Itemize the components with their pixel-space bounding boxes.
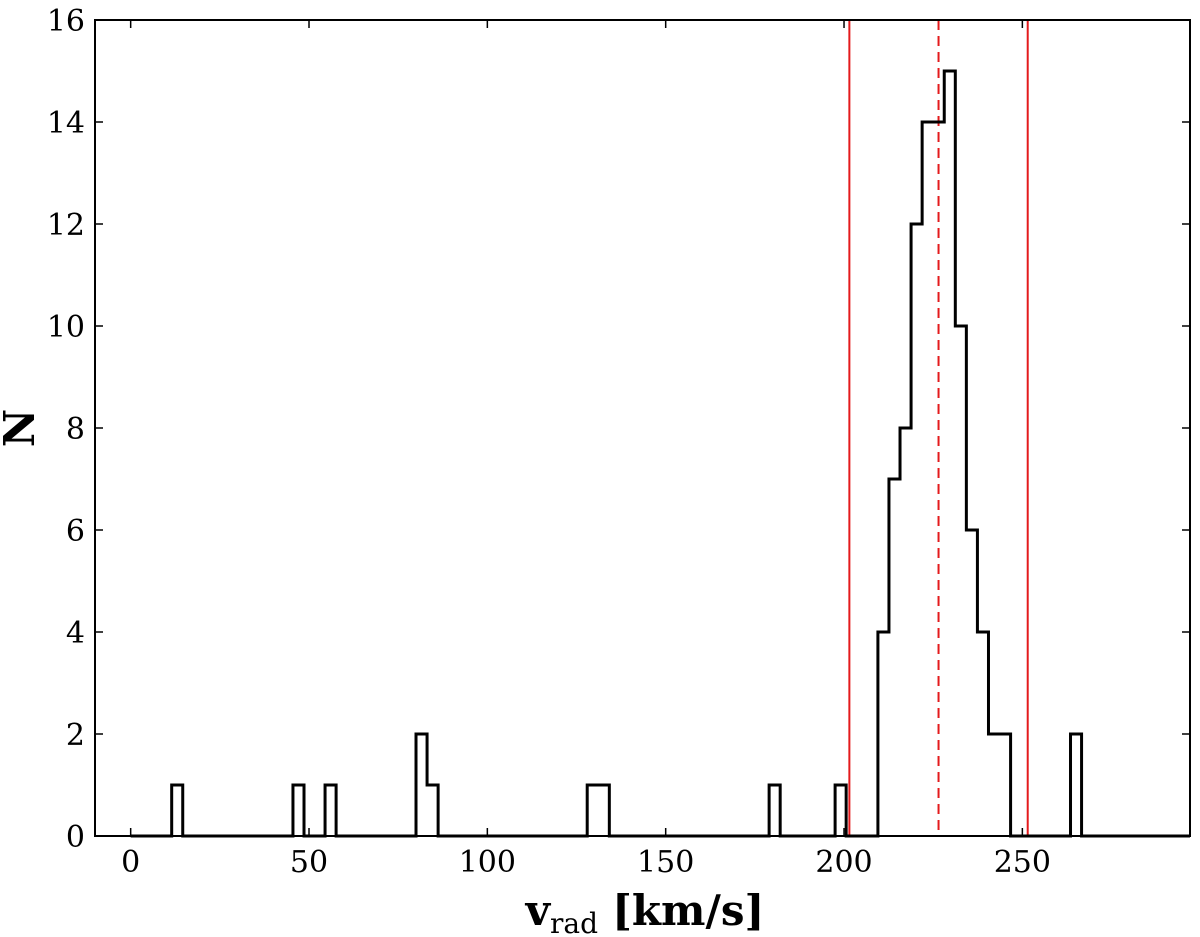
- histogram-outline: [130, 69, 1190, 838]
- y-tick-label: 12: [47, 208, 85, 243]
- y-tick-label: 10: [47, 310, 85, 345]
- axis-tick-labels: 0 50 100 150 200 250 0 2 4 6 8 10 12 14 16: [47, 4, 1051, 880]
- x-axis-label-main: v: [525, 886, 552, 935]
- axis-ticks: [95, 19, 1190, 837]
- x-tick-label: 100: [459, 845, 516, 880]
- y-tick-label: 6: [66, 514, 85, 549]
- x-axis-label-unit: [km/s]: [612, 886, 764, 935]
- x-tick-label: 50: [290, 845, 328, 880]
- y-tick-label: 0: [66, 820, 85, 855]
- y-axis-label: N: [0, 409, 44, 447]
- y-tick-label: 14: [47, 106, 85, 141]
- plot-frame: [94, 19, 1191, 837]
- x-tick-label: 0: [121, 845, 140, 880]
- x-tick-label: 200: [815, 845, 872, 880]
- histogram-bars: [130, 69, 1190, 838]
- x-axis-label: vrad [km/s]: [525, 886, 765, 937]
- x-axis-label-subscript: rad: [550, 907, 598, 937]
- y-tick-label: 16: [47, 4, 85, 39]
- y-tick-label: 8: [66, 412, 85, 447]
- y-tick-label: 4: [66, 616, 85, 651]
- x-tick-label: 250: [994, 845, 1051, 880]
- reference-lines: [848, 20, 1029, 836]
- y-tick-label: 2: [66, 718, 85, 753]
- x-tick-label: 150: [637, 845, 694, 880]
